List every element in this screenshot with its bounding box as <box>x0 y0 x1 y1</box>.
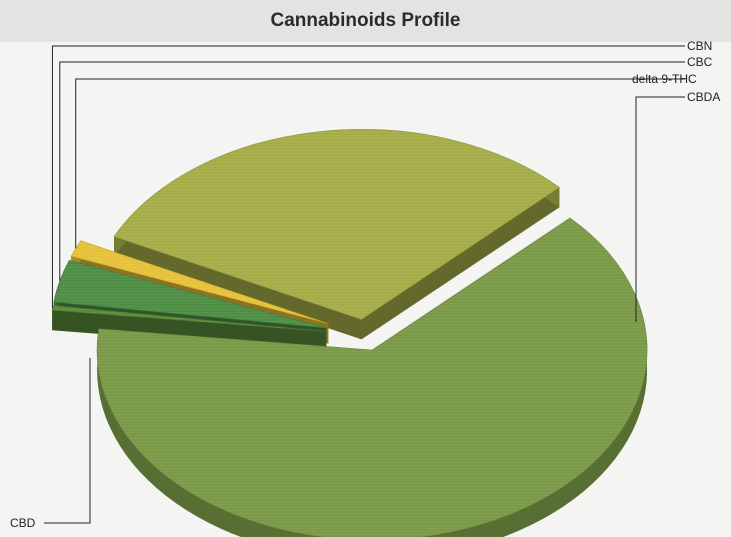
slice-labels: CBD CBN CBC delta 9-THC CBDA <box>10 39 720 530</box>
label-text: CBN <box>687 39 712 53</box>
chart-title: Cannabinoids Profile <box>270 10 461 31</box>
label-text: CBD <box>10 516 36 530</box>
label-cbn: CBN <box>51 39 712 308</box>
label-cbda: CBDA <box>635 90 720 322</box>
label-text: CBC <box>687 55 713 69</box>
label-text: delta 9-THC <box>632 72 697 86</box>
slice-cbda <box>113 129 560 340</box>
label-delta-9-thc: delta 9-THC <box>75 72 697 249</box>
title-bar: Cannabinoids Profile <box>0 0 731 42</box>
label-text: CBDA <box>687 90 720 104</box>
slice-cbd <box>96 217 648 537</box>
pie-slices <box>51 129 648 537</box>
label-cbc: CBC <box>59 55 713 281</box>
label-cbd: CBD <box>10 358 91 530</box>
